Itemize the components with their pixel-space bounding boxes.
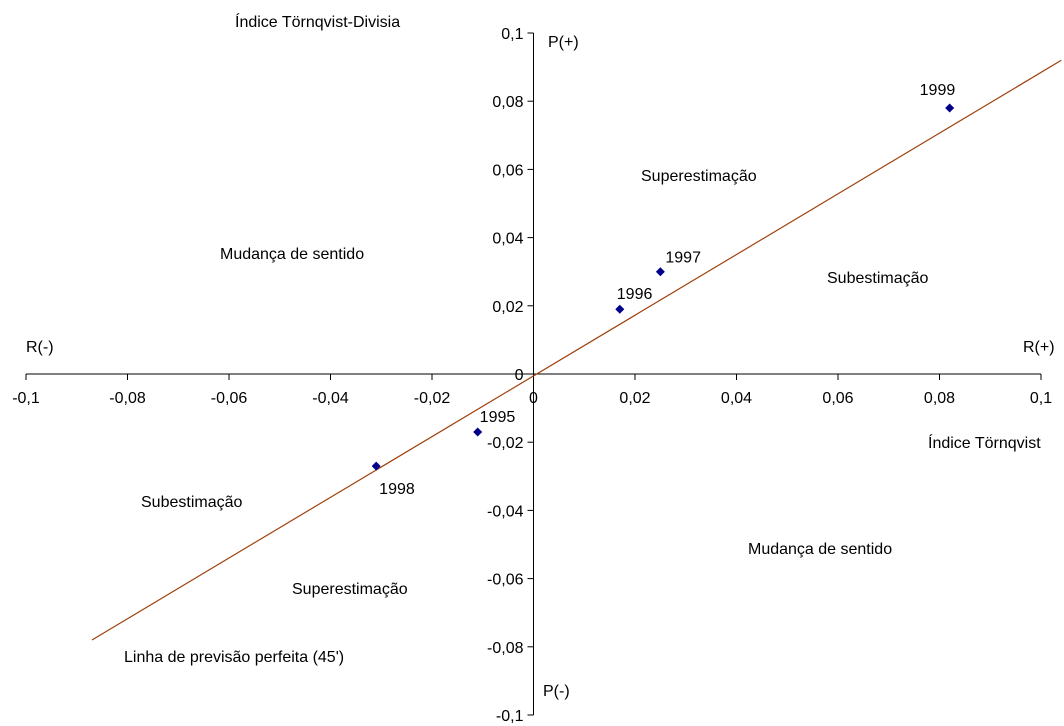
data-point-1997 bbox=[655, 267, 665, 277]
perfect-prediction-line bbox=[91, 59, 1062, 641]
data-point-1999 bbox=[945, 103, 955, 113]
y-tick-label: -0,1 bbox=[496, 708, 524, 725]
x-tick-label: 0,08 bbox=[924, 390, 955, 407]
point-label-1995: 1995 bbox=[480, 409, 516, 426]
data-point-1996 bbox=[615, 304, 625, 314]
y-tick-label: -0,04 bbox=[487, 503, 524, 520]
data-point-1995 bbox=[473, 427, 483, 437]
x-tick-label: 0,1 bbox=[1030, 390, 1052, 407]
point-label-1996: 1996 bbox=[617, 286, 653, 303]
ticks: -0,1 -0,08 -0,06 -0,04 -0,02 0 0,02 0,04 0,06 0,0… bbox=[12, 26, 1052, 725]
region-label-lower-left-under: Subestimação bbox=[141, 494, 242, 511]
x-negative-label: R(-) bbox=[26, 339, 54, 356]
y-tick-label: 0,02 bbox=[492, 299, 523, 316]
x-tick-label: -0,06 bbox=[211, 390, 248, 407]
x-tick-label: -0,02 bbox=[414, 390, 451, 407]
region-label-lower-left-over: Superestimação bbox=[292, 581, 408, 598]
region-label-upper-right-over: Superestimação bbox=[641, 168, 757, 185]
point-label-1998: 1998 bbox=[379, 481, 415, 498]
y-positive-label: P(+) bbox=[548, 34, 579, 51]
x-axis-title: Índice Törnqvist bbox=[928, 433, 1041, 452]
x-tick-label: -0,04 bbox=[312, 390, 349, 407]
y-tick-label: 0,1 bbox=[501, 26, 523, 43]
x-tick-label: 0,02 bbox=[619, 390, 650, 407]
y-tick-label: 0,08 bbox=[492, 94, 523, 111]
reference-line-label: Linha de previsão perfeita (45') bbox=[124, 649, 344, 666]
x-tick-label: -0,08 bbox=[109, 390, 146, 407]
region-label-upper-left: Mudança de sentido bbox=[220, 246, 364, 263]
x-tick-label: 0,06 bbox=[822, 390, 853, 407]
x-tick-label: 0,04 bbox=[721, 390, 752, 407]
point-label-1999: 1999 bbox=[920, 82, 956, 99]
data-point-1998 bbox=[371, 461, 381, 471]
y-tick-label: 0,06 bbox=[492, 162, 523, 179]
point-label-1997: 1997 bbox=[665, 250, 701, 267]
x-tick-label: -0,1 bbox=[12, 390, 40, 407]
region-label-upper-right-under: Subestimação bbox=[827, 270, 928, 287]
y-tick-label: 0 bbox=[515, 367, 524, 384]
y-tick-label: 0,04 bbox=[492, 231, 523, 248]
data-points: 1995 1996 1997 1998 1999 bbox=[371, 82, 956, 498]
y-axis-title: Índice Törnqvist-Divisia bbox=[235, 12, 400, 31]
x-tick-label: 0 bbox=[529, 390, 538, 407]
region-label-lower-right: Mudança de sentido bbox=[748, 541, 892, 558]
y-tick-label: -0,02 bbox=[487, 435, 524, 452]
x-positive-label: R(+) bbox=[1023, 339, 1055, 356]
y-tick-label: -0,08 bbox=[487, 640, 524, 657]
y-negative-label: P(-) bbox=[543, 683, 570, 700]
y-tick-label: -0,06 bbox=[487, 572, 524, 589]
